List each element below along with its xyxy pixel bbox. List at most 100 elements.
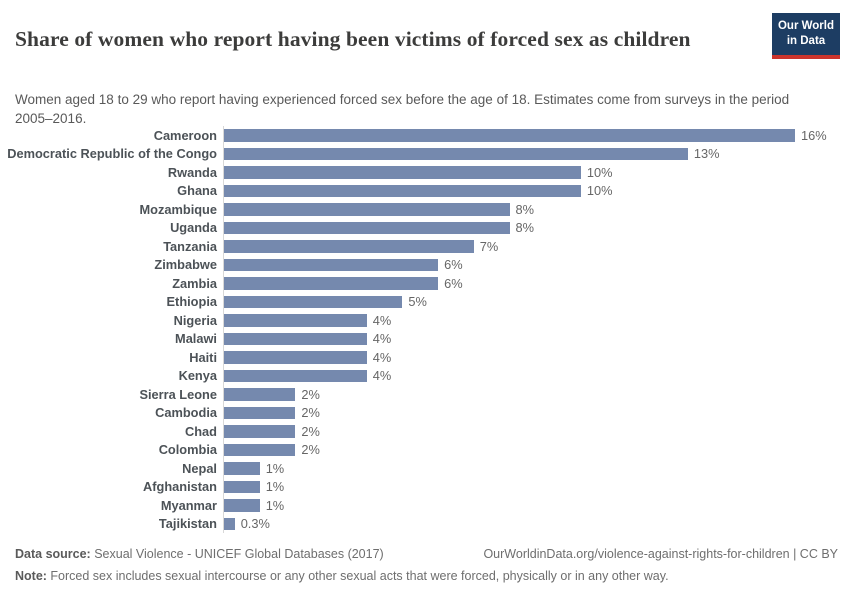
country-label: Mozambique: [139, 201, 218, 217]
country-label: Tanzania: [163, 238, 217, 254]
owid-logo-line1: Our World: [777, 20, 834, 32]
bar[interactable]: [224, 314, 367, 327]
country-label: Sierra Leone: [139, 386, 217, 402]
value-label: 2%: [301, 386, 320, 402]
owid-logo[interactable]: Our World in Data: [772, 13, 840, 59]
bar-row: Colombia 2%: [0, 441, 850, 460]
bar[interactable]: [224, 517, 235, 530]
country-label: Cameroon: [153, 127, 217, 143]
bar-row: Zambia 6%: [0, 274, 850, 293]
country-label: Cambodia: [155, 405, 217, 421]
bar-row: Afghanistan 1%: [0, 478, 850, 497]
bar[interactable]: [224, 184, 581, 197]
value-label: 4%: [372, 349, 392, 365]
value-label: 6%: [444, 275, 463, 291]
country-label: Nigeria: [173, 312, 217, 328]
country-label: Ethiopia: [166, 294, 217, 310]
bar-row: Sierra Leone 2%: [0, 385, 850, 404]
value-label: 5%: [408, 294, 427, 310]
bar[interactable]: [224, 166, 581, 179]
country-label: Tajikistan: [158, 516, 217, 532]
country-label: Rwanda: [167, 164, 217, 180]
value-label: 4%: [372, 368, 392, 384]
value-label: 4%: [372, 312, 392, 328]
country-label: Afghanistan: [143, 479, 217, 495]
data-source-label: Data source:: [15, 547, 91, 561]
owid-logo-line2: in Data: [786, 34, 826, 47]
bar-row: Nepal 1%: [0, 459, 850, 478]
bar[interactable]: [224, 258, 439, 271]
chart-subtitle: Women aged 18 to 29 who report having ex…: [15, 91, 790, 127]
value-label: 13%: [693, 146, 720, 162]
country-label: Malawi: [175, 331, 217, 347]
bar-row: Ghana 10%: [0, 182, 850, 201]
bar[interactable]: [224, 443, 296, 456]
bar-row: Ethiopia 5%: [0, 293, 850, 312]
value-label: 0.3%: [240, 516, 270, 532]
value-label: 10%: [586, 164, 613, 180]
data-source: Data source: Sexual Violence - UNICEF Gl…: [15, 546, 384, 564]
country-label: Uganda: [170, 220, 217, 236]
bar-chart: Cameroon 16% Democratic Republic of the Co…: [0, 126, 850, 533]
bar-row: Haiti 4%: [0, 348, 850, 367]
bar[interactable]: [224, 203, 510, 216]
bar-row: Myanmar 1%: [0, 496, 850, 515]
bar-row: Zimbabwe 6%: [0, 256, 850, 275]
country-label: Ghana: [177, 183, 217, 199]
value-label: 1%: [265, 460, 285, 476]
bar-row: Cameroon 16%: [0, 126, 850, 145]
bar-row: Cambodia 2%: [0, 404, 850, 423]
bar-row: Mozambique 8%: [0, 200, 850, 219]
value-label: 2%: [301, 442, 320, 458]
bar[interactable]: [224, 147, 688, 160]
value-label: 10%: [586, 183, 613, 199]
country-label: Colombia: [158, 442, 217, 458]
value-label: 6%: [444, 257, 463, 273]
value-label: 1%: [265, 497, 285, 513]
page-title: Share of women who report having been vi…: [15, 27, 691, 52]
note-label: Note:: [15, 568, 47, 583]
country-label: Myanmar: [160, 497, 217, 513]
value-label: 7%: [479, 238, 499, 254]
bar[interactable]: [224, 462, 260, 475]
chart-note: Note: Forced sex includes sexual interco…: [15, 568, 838, 586]
value-label: 2%: [301, 423, 320, 439]
country-label: Democratic Republic of the Congo: [7, 146, 217, 162]
bar[interactable]: [224, 369, 367, 382]
value-label: 4%: [372, 331, 392, 347]
bar-row: Democratic Republic of the Congo 13%: [0, 145, 850, 164]
bar[interactable]: [224, 388, 296, 401]
source-url-link[interactable]: OurWorldinData.org/violence-against-righ…: [483, 547, 838, 561]
bar[interactable]: [224, 129, 795, 142]
bar-row: Tanzania 7%: [0, 237, 850, 256]
value-label: 16%: [801, 127, 827, 143]
bar[interactable]: [224, 332, 367, 345]
value-label: 8%: [515, 201, 535, 217]
bar-row: Uganda 8%: [0, 219, 850, 238]
bar[interactable]: [224, 480, 260, 493]
bar[interactable]: [224, 240, 474, 253]
bar-row: Kenya 4%: [0, 367, 850, 386]
bar-row: Chad 2%: [0, 422, 850, 441]
bar[interactable]: [224, 499, 260, 512]
bar[interactable]: [224, 351, 367, 364]
bar-row: Rwanda 10%: [0, 163, 850, 182]
y-axis-line: [223, 126, 224, 533]
country-label: Zimbabwe: [154, 257, 217, 273]
bar[interactable]: [224, 406, 296, 419]
bar[interactable]: [224, 295, 403, 308]
country-label: Chad: [185, 423, 217, 439]
bar-row: Tajikistan 0.3%: [0, 515, 850, 534]
bar[interactable]: [224, 425, 296, 438]
bar-row: Malawi 4%: [0, 330, 850, 349]
country-label: Haiti: [189, 349, 217, 365]
value-label: 8%: [515, 220, 535, 236]
bar-rows: Cameroon 16% Democratic Republic of the Co…: [0, 126, 850, 533]
bar[interactable]: [224, 277, 439, 290]
bar[interactable]: [224, 221, 510, 234]
value-label: 1%: [265, 479, 285, 495]
data-source-value: Sexual Violence - UNICEF Global Database…: [90, 547, 384, 561]
country-label: Kenya: [178, 368, 217, 384]
country-label: Zambia: [172, 275, 217, 291]
